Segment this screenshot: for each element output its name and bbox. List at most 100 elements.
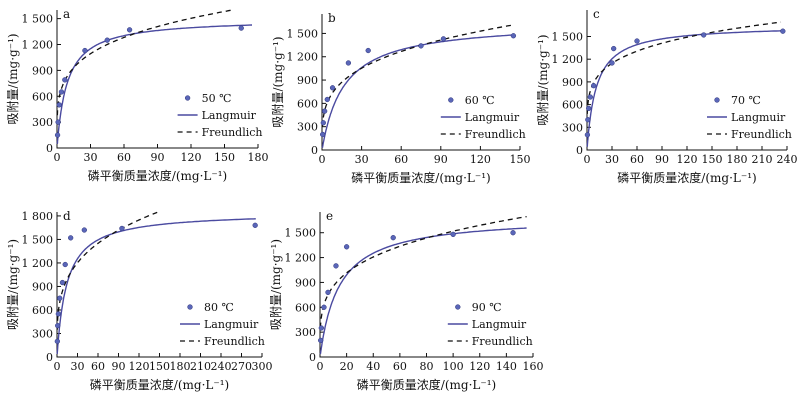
data-point [321, 108, 328, 114]
panel-label: a [63, 7, 70, 21]
freundlich-curve [56, 9, 231, 116]
y-tick-label: 900 [562, 76, 583, 89]
data-point [584, 132, 591, 138]
x-tick-label: 160 [523, 360, 544, 373]
data-point [320, 120, 326, 126]
x-tick-label: 150 [149, 360, 170, 373]
panel-label: c [593, 7, 600, 21]
x-tick-label: 0 [54, 360, 61, 373]
data-point [510, 230, 516, 236]
y-tick-label: 0 [46, 142, 53, 155]
y-tick-label: 1 500 [552, 30, 584, 43]
panel-label: d [63, 209, 71, 223]
legend-label-temperature: 70 ℃ [731, 94, 761, 107]
x-tick-label: 0 [317, 360, 324, 373]
y-axis-title: 吸附量/(mg·g⁻¹) [6, 33, 20, 124]
x-tick-label: 120 [470, 153, 491, 166]
x-tick-label: 150 [214, 151, 235, 164]
data-point [59, 279, 66, 286]
data-point [440, 36, 447, 42]
y-axis-title: 吸附量/(mg·g⁻¹) [269, 239, 283, 330]
data-point [586, 105, 592, 112]
y-axis-title: 吸附量/(mg·g⁻¹) [6, 239, 20, 330]
y-tick-label: 1 500 [287, 27, 319, 40]
x-tick-label: 90 [151, 151, 165, 164]
y-axis-title: 吸附量/(mg·g⁻¹) [536, 34, 550, 125]
x-tick-label: 0 [54, 151, 61, 164]
legend-label-langmuir: Langmuir [465, 111, 520, 124]
x-tick-label: 0 [584, 153, 591, 166]
y-tick-label: 600 [32, 90, 53, 103]
y-tick-label: 600 [562, 99, 583, 112]
y-tick-label: 900 [297, 74, 318, 87]
legend-label-freundlich: Freundlich [465, 128, 526, 141]
legend: 50 ℃ Langmuir Freundlich [177, 92, 263, 139]
x-tick-label: 30 [355, 153, 369, 166]
langmuir-curve [321, 34, 515, 148]
legend: 70 ℃ Langmuir Freundlich [707, 94, 792, 141]
x-tick-label: 60 [91, 360, 105, 373]
data-point [701, 32, 707, 38]
x-tick-label: 90 [655, 153, 669, 166]
data-point [780, 28, 786, 34]
y-tick-label: 1 200 [287, 51, 319, 64]
data-point [450, 231, 456, 238]
legend-label-langmuir: Langmuir [202, 109, 257, 122]
data-point [611, 45, 617, 52]
legend-label-freundlich: Freundlich [472, 335, 533, 348]
x-tick-label: 90 [434, 153, 448, 166]
x-tick-label: 30 [605, 153, 619, 166]
data-point [82, 47, 88, 54]
x-tick-label: 120 [677, 153, 698, 166]
y-tick-label: 1 200 [285, 252, 317, 265]
y-tick-label: 600 [297, 97, 318, 110]
data-point [55, 322, 61, 329]
y-tick-label: 300 [562, 121, 583, 134]
y-tick-label: 0 [311, 144, 318, 157]
y-tick-label: 1 500 [285, 227, 317, 240]
y-tick-label: 600 [32, 304, 53, 317]
legend-label-freundlich: Freundlich [731, 128, 792, 141]
langmuir-curve [56, 218, 256, 354]
panel-c: 0 30 60 90 120 150 180 210 240 0 300 600 900 1 200 1 5… [536, 7, 798, 185]
y-tick-label: 300 [32, 327, 53, 340]
data-point [318, 337, 324, 344]
legend-label-freundlich: Freundlich [204, 335, 265, 348]
x-tick-label: 120 [129, 360, 150, 373]
legend-point-marker [448, 97, 454, 103]
data-point [62, 261, 68, 268]
y-tick-label: 1 800 [22, 210, 54, 223]
data-point [320, 131, 326, 138]
x-tick-label: 120 [181, 151, 202, 164]
x-tick-label: 60 [394, 153, 408, 166]
x-tick-label: 30 [71, 360, 85, 373]
x-tick-label: 180 [248, 151, 269, 164]
panel-b: 0 30 60 90 120 150 0 300 600 900 1 200 1 500 磷平衡质量浓度… [271, 11, 531, 185]
data-point [119, 225, 125, 232]
panel-label: e [326, 209, 333, 223]
x-tick-label: 40 [366, 360, 380, 373]
data-point [62, 77, 68, 83]
y-tick-label: 1 200 [22, 257, 54, 270]
x-axis-title: 磷平衡质量浓度/(mg·L⁻¹) [90, 377, 229, 392]
x-tick-label: 240 [211, 360, 232, 373]
x-tick-label: 60 [393, 360, 407, 373]
x-tick-label: 300 [252, 360, 273, 373]
data-point [333, 263, 339, 269]
panel-a: 0 30 60 90 120 150 180 0 300 600 900 1 200 1 500 磷平衡质… [6, 7, 269, 183]
data-point [587, 94, 593, 100]
legend-label-temperature: 80 ℃ [204, 301, 234, 314]
panel-d: 0 30 60 90 120 150 180 210 240 270 30003006009001 … [6, 209, 273, 392]
data-point [634, 38, 640, 44]
x-tick-label: 210 [752, 153, 773, 166]
x-tick-label: 60 [117, 151, 131, 164]
legend: 80 ℃ Langmuir Freundlich [180, 301, 265, 348]
data-point [418, 43, 424, 49]
panel-e: 0 20 40 60 80 100 120 140 160 0 300 600 900 1 200 1 50… [269, 209, 544, 392]
data-point [57, 295, 63, 301]
data-point [58, 89, 65, 95]
data-point [324, 96, 330, 103]
data-point [104, 37, 110, 43]
data-point [329, 85, 336, 91]
x-tick-label: 120 [469, 360, 490, 373]
